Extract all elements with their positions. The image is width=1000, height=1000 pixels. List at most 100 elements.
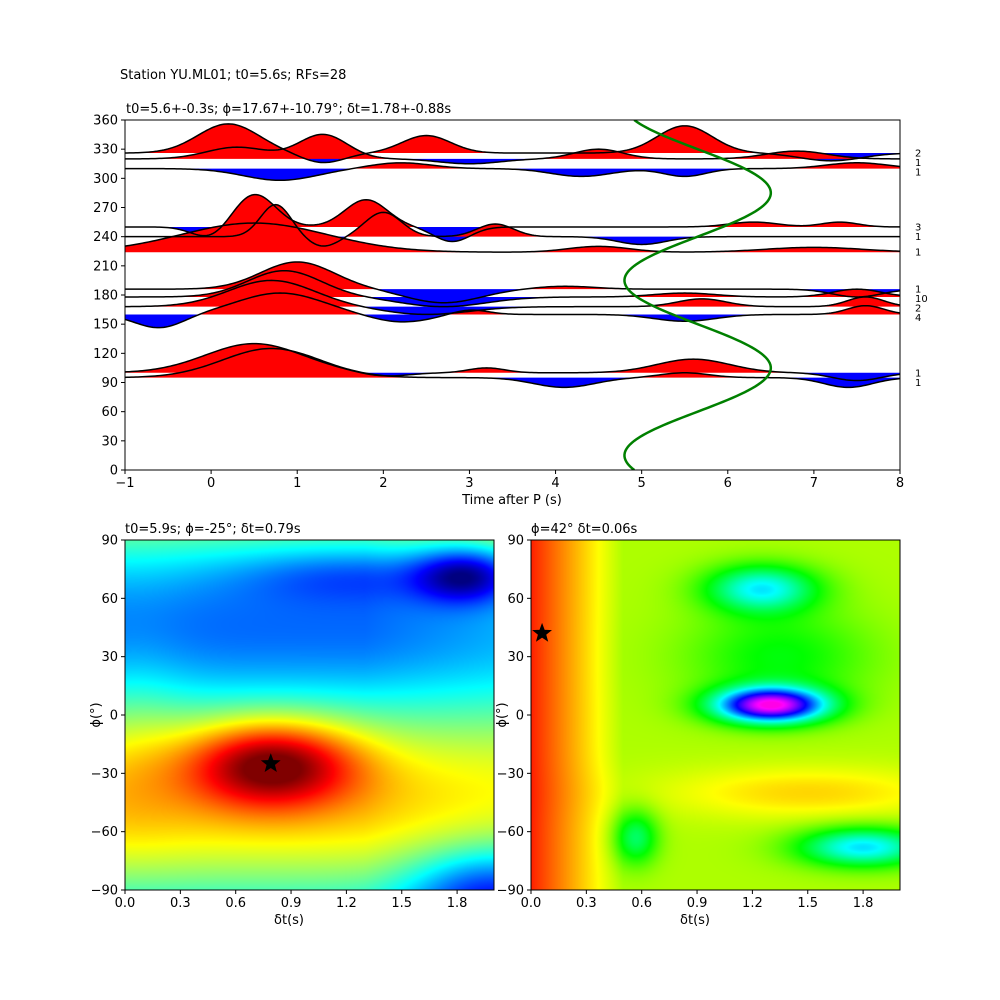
left-x-axis-label: δt(s) (274, 913, 304, 928)
trace-line (125, 203, 900, 247)
trace-count-label: 1 (915, 232, 921, 243)
y-tick-label: 120 (93, 347, 118, 362)
y-tick-label: −60 (497, 825, 524, 840)
x-tick-label: 0.9 (281, 896, 302, 911)
y-tick-label: −90 (91, 884, 118, 899)
y-tick-label: 30 (507, 650, 524, 665)
top-y-axis: 0 30 60 90 120 150 180 210 240 270 300 330 360 (93, 114, 125, 479)
predicted-t0-curve (623, 120, 773, 470)
heatmap-right-panel: ϕ=42° δt=0.06s 0.0 0.3 0.6 0.9 1.2 1.5 1.8 −90… (495, 522, 901, 928)
trace-count-label: 4 (915, 313, 921, 324)
right-best-fit-star-marker (532, 622, 552, 642)
positive-fill (125, 194, 900, 227)
x-tick-label: 3 (465, 476, 473, 491)
x-tick-label: −1 (115, 476, 134, 491)
negative-fill (125, 372, 900, 381)
positive-fill (125, 204, 900, 237)
x-tick-label: 0.3 (170, 896, 191, 911)
trace-count-label: 10 (915, 294, 928, 305)
trace-count-label: 2 (915, 304, 921, 315)
y-tick-label: 30 (101, 434, 118, 449)
negative-fill (125, 158, 900, 164)
x-tick-label: 6 (724, 476, 732, 491)
heatmap-left-panel: t0=5.9s; ϕ=-25°; δt=0.79s 0.0 0.3 0.6 0.9 1.… (89, 522, 495, 928)
y-tick-label: −90 (497, 884, 524, 899)
x-tick-label: 1 (293, 476, 301, 491)
trace-line (125, 269, 900, 308)
trace-1 (125, 134, 900, 164)
y-tick-label: 60 (507, 592, 524, 607)
trace-line (125, 347, 900, 389)
y-tick-label: 90 (101, 534, 118, 549)
trace-9 (125, 293, 900, 328)
y-tick-label: 360 (93, 114, 118, 129)
trace-count-label: 1 (915, 368, 921, 379)
x-tick-label: 0.0 (521, 896, 542, 911)
top-panel-title: t0=5.6+-0.3s; ϕ=17.67+-10.79°; δt=1.78+-… (126, 102, 451, 117)
y-tick-label: 150 (93, 318, 118, 333)
trace-count-label: 2 (915, 149, 921, 160)
trace-line (125, 162, 900, 182)
positive-fill (125, 123, 900, 154)
left-best-fit-star-marker (260, 753, 281, 773)
x-tick-label: 0.3 (576, 896, 597, 911)
trace-2 (125, 162, 900, 181)
left-y-axis-label: ϕ(°) (89, 702, 104, 727)
x-tick-label: 2 (379, 476, 387, 491)
traces-area (125, 120, 900, 470)
y-tick-label: 210 (93, 259, 118, 274)
trace-line (125, 193, 900, 243)
trace-count-label: 1 (915, 378, 921, 389)
right-y-axis-label: ϕ(°) (495, 702, 510, 727)
x-tick-label: 0 (207, 476, 215, 491)
x-tick-label: 1.5 (797, 896, 818, 911)
trace-line (125, 261, 900, 304)
x-tick-label: 0.9 (687, 896, 708, 911)
trace-count-label: 1 (915, 168, 921, 179)
y-tick-label: 60 (101, 592, 118, 607)
best-fit-star (260, 753, 281, 773)
trace-line (125, 279, 900, 316)
negative-fill (125, 168, 900, 181)
x-tick-label: 5 (638, 476, 646, 491)
y-tick-label: −30 (91, 767, 118, 782)
negative-fill (125, 377, 900, 388)
best-fit-star (532, 622, 552, 642)
y-tick-label: 60 (101, 405, 118, 420)
y-tick-label: 0 (516, 709, 524, 724)
positive-fill (125, 270, 900, 297)
positive-fill (125, 348, 900, 378)
top-x-axis-label: Time after P (s) (461, 493, 562, 508)
right-heatmap-title: ϕ=42° δt=0.06s (531, 522, 638, 537)
trace-count-label: 1 (915, 248, 921, 259)
y-tick-label: 240 (93, 230, 118, 245)
y-tick-label: 180 (93, 289, 118, 304)
y-tick-label: 30 (101, 650, 118, 665)
x-tick-label: 1.5 (391, 896, 412, 911)
negative-fill (125, 314, 900, 328)
stacked-traces-panel: t0=5.6+-0.3s; ϕ=17.67+-10.79°; δt=1.78+-… (93, 102, 928, 508)
left-heatmap-image (125, 540, 494, 890)
trace-line (125, 133, 900, 165)
y-tick-label: −60 (91, 825, 118, 840)
x-tick-label: 1.8 (447, 896, 468, 911)
y-tick-label: 270 (93, 201, 118, 216)
trace-line (125, 292, 900, 329)
y-tick-label: 330 (93, 143, 118, 158)
right-x-axis: 0.0 0.3 0.6 0.9 1.2 1.5 1.8 (521, 890, 874, 911)
trace-count-label: 1 (915, 285, 921, 296)
positive-fill (125, 162, 900, 169)
y-tick-label: 90 (507, 534, 524, 549)
y-tick-label: 0 (110, 464, 118, 479)
positive-fill (125, 134, 900, 159)
left-x-axis: 0.0 0.3 0.6 0.9 1.2 1.5 1.8 (115, 890, 468, 911)
right-x-axis-label: δt(s) (680, 913, 710, 928)
trace-3 (125, 194, 900, 242)
figure-suptitle: Station YU.ML01; t0=5.6s; RFs=28 (120, 68, 346, 83)
x-tick-label: 1.2 (336, 896, 357, 911)
y-tick-label: 90 (101, 376, 118, 391)
x-tick-label: 1.8 (853, 896, 874, 911)
x-tick-label: 0.6 (225, 896, 246, 911)
y-tick-label: 0 (110, 709, 118, 724)
